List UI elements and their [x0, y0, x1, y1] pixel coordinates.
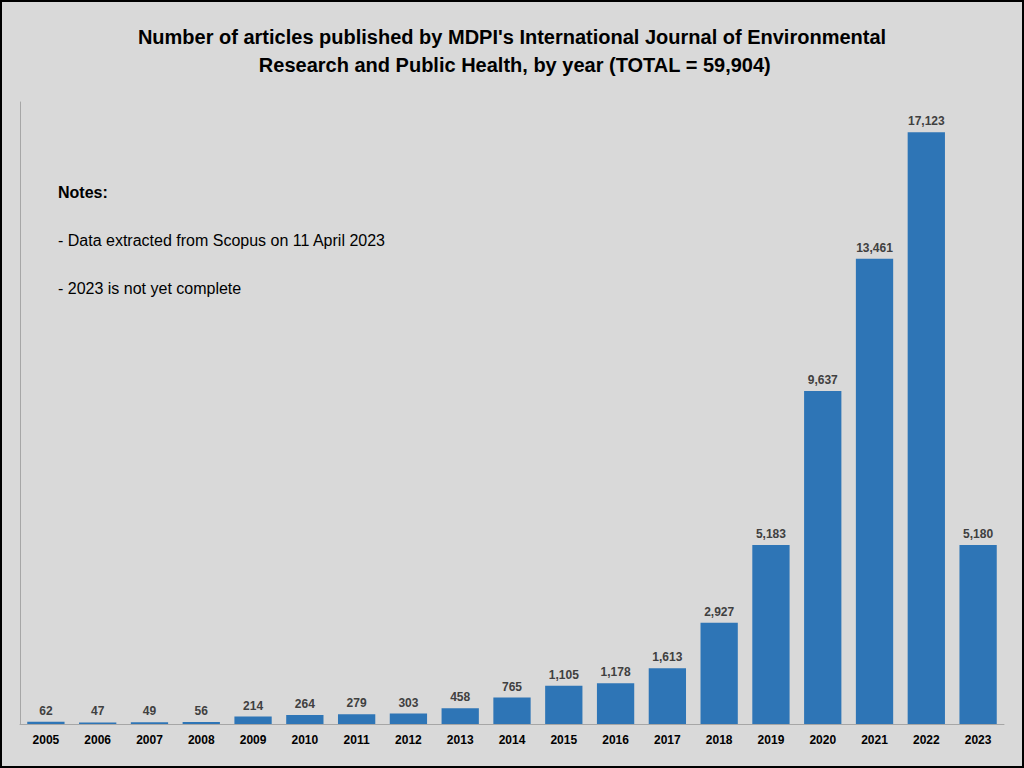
svg-text:Research and Public Health, by: Research and Public Health, by year (TOT…: [253, 54, 770, 76]
svg-text:1,178: 1,178: [601, 665, 631, 679]
svg-text:9,637: 9,637: [808, 373, 838, 387]
svg-text:2014: 2014: [499, 733, 526, 747]
svg-text:Number of articles published b: Number of articles published by MDPI's I…: [138, 26, 886, 48]
svg-text:765: 765: [502, 680, 522, 694]
svg-text:- Data extracted from Scopus o: - Data extracted from Scopus on 11 April…: [58, 232, 385, 249]
svg-text:2016: 2016: [602, 733, 629, 747]
svg-text:2015: 2015: [550, 733, 577, 747]
svg-text:56: 56: [195, 704, 209, 718]
svg-text:5,183: 5,183: [756, 527, 786, 541]
svg-text:303: 303: [398, 696, 418, 710]
svg-text:2012: 2012: [395, 733, 422, 747]
svg-text:2009: 2009: [240, 733, 267, 747]
svg-text:2,927: 2,927: [704, 605, 734, 619]
svg-text:5,180: 5,180: [963, 527, 993, 541]
svg-text:214: 214: [243, 699, 263, 713]
svg-text:49: 49: [143, 704, 157, 718]
svg-text:264: 264: [295, 697, 315, 711]
svg-text:2023: 2023: [965, 733, 992, 747]
svg-text:13,461: 13,461: [856, 241, 893, 255]
svg-text:2020: 2020: [809, 733, 836, 747]
svg-text:17,123: 17,123: [908, 114, 945, 128]
svg-text:2013: 2013: [447, 733, 474, 747]
svg-text:62: 62: [39, 704, 53, 718]
svg-text:1,613: 1,613: [652, 650, 682, 664]
svg-text:2018: 2018: [706, 733, 733, 747]
svg-text:2017: 2017: [654, 733, 681, 747]
svg-text:47: 47: [91, 704, 105, 718]
svg-text:2005: 2005: [33, 733, 60, 747]
svg-text:458: 458: [450, 690, 470, 704]
svg-text:2010: 2010: [291, 733, 318, 747]
svg-text:2019: 2019: [758, 733, 785, 747]
svg-text:- 2023 is not yet complete: - 2023 is not yet complete: [58, 280, 241, 297]
svg-text:1,105: 1,105: [549, 668, 579, 682]
svg-text:Notes:: Notes:: [58, 184, 108, 201]
svg-text:279: 279: [347, 696, 367, 710]
svg-text:2022: 2022: [913, 733, 940, 747]
svg-text:2011: 2011: [344, 733, 370, 747]
svg-text:2008: 2008: [188, 733, 215, 747]
svg-text:2006: 2006: [84, 733, 111, 747]
svg-text:2007: 2007: [136, 733, 163, 747]
svg-text:2021: 2021: [861, 733, 888, 747]
